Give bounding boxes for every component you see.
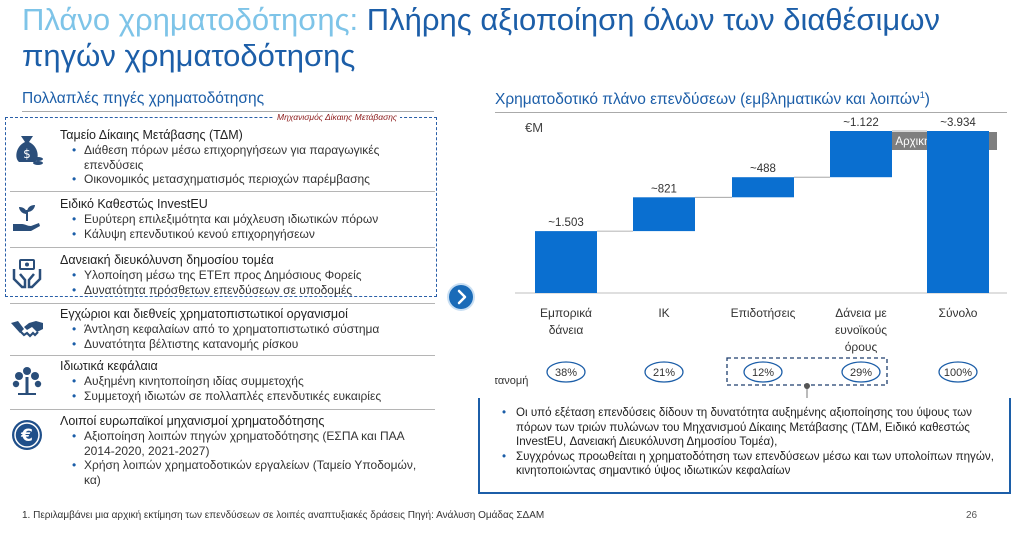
source-title: Δανειακή διευκόλυνση δημοσίου τομέα [60, 253, 274, 267]
source-title: Λοιποί ευρωπαϊκοί μηχανισμοί χρηματοδότη… [60, 414, 325, 428]
allocation-badge [644, 361, 684, 383]
bar-1 [633, 197, 695, 232]
category-label: Σύνολο [939, 306, 978, 320]
waterfall-chart: €M Αρχική Εκτίμηση ~1.503~821~488~1.122~… [495, 117, 1007, 398]
info-bullet: Συγχρόνως προωθείται η χρηματοδότηση των… [488, 450, 1001, 479]
info-bullet: Οι υπό εξέταση επενδύσεις δίδουν τη δυνα… [488, 406, 1001, 450]
allocation-badge [743, 361, 783, 383]
info-box: Οι υπό εξέταση επενδύσεις δίδουν τη δυνα… [478, 398, 1011, 494]
allocation-value: 100% [944, 367, 972, 379]
allocation-badge [546, 361, 586, 383]
source-bullet: Δυνατότητα βέλτιστης κατανομής ρίσκου [60, 337, 428, 352]
chevron-right-icon [457, 289, 467, 305]
category-label: ΙΚ [658, 306, 669, 320]
category-label: Επιδοτήσεις [731, 306, 796, 320]
footnote-marker: 1 [919, 90, 925, 100]
title-rest: Πλήρης αξιοποίηση όλων των διαθέσιμων πη… [22, 2, 940, 73]
source-bullet: Κάλυψη επενδυτικού κενού επιχορηγήσεων [60, 227, 428, 242]
left-section-heading: Πολλαπλές πηγές χρηματοδότησης [22, 90, 434, 112]
unit-label: €M [525, 120, 543, 135]
right-section-heading: Χρηματοδοτικό πλάνο επενδύσεων (εμβληματ… [495, 90, 1007, 114]
handshake-icon [11, 321, 43, 338]
right-heading-end: ) [924, 91, 930, 109]
svg-text:$: $ [23, 147, 31, 161]
source-bullet: Άντληση κεφαλαίων από το χρηματοπιστωτικ… [60, 322, 428, 337]
bar-2 [732, 177, 794, 198]
bar-3 [830, 131, 892, 178]
divider [10, 355, 435, 356]
allocation-label-line2: κατανομή [495, 375, 528, 387]
money-bag-icon: $ [16, 136, 43, 165]
allocation-badge [938, 361, 978, 383]
value-label: ~821 [651, 183, 677, 195]
source-bullet: Υλοποίηση μέσω της ΕΤΕπ προς Δημόσιους Φ… [60, 268, 428, 283]
value-label: ~3.934 [940, 117, 976, 129]
source-bullet: Ευρύτερη επιλεξιμότητα και μόχλευση ιδιω… [60, 212, 428, 227]
source-title: Ιδιωτικά κεφάλαια [60, 359, 158, 373]
category-label: Δάνεια με ευνοϊκούς όρους [835, 306, 887, 354]
source-bullet: Δυνατότητα πρόσθετων επενδύσεων σε υποδο… [60, 283, 428, 298]
tree-icon [12, 367, 42, 395]
category-label: Εμπορικά δάνεια [540, 306, 592, 337]
page-number: 26 [966, 510, 978, 521]
divider [10, 409, 435, 410]
hands-money-icon [12, 259, 42, 289]
divider [10, 247, 435, 248]
allocation-badge [841, 361, 881, 383]
euro-icon: € [12, 420, 42, 450]
callout-dot [804, 383, 810, 389]
right-heading-text: Χρηματοδοτικό πλάνο επενδύσεων (εμβληματ… [495, 91, 920, 109]
hand-plant-icon [13, 205, 40, 231]
title-accent: Πλάνο χρηματοδότησης: [22, 2, 359, 37]
allocation-value: 38% [555, 367, 577, 379]
footnote: 1. Περιλαμβάνει μια αρχική εκτίμηση των … [22, 510, 545, 521]
allocation-value: 21% [653, 367, 675, 379]
source-bullet: Οικονομικός μετασχηματισμός περιοχών παρ… [60, 172, 428, 187]
page-title: Πλάνο χρηματοδότησης: Πλήρης αξιοποίηση … [22, 2, 1002, 74]
value-label: ~1.122 [843, 117, 879, 129]
bar-0 [535, 231, 597, 293]
source-bullet: Χρήση λοιπών χρηματοδοτικών εργαλείων (Τ… [60, 458, 428, 487]
divider [10, 303, 435, 304]
source-title: Εγχώριοι και διεθνείς χρηματοπιστωτικοί … [60, 307, 348, 321]
next-arrow-button[interactable] [449, 285, 473, 309]
value-label: ~488 [750, 163, 776, 175]
source-bullet: Αυξημένη κινητοποίηση ιδίας συμμετοχής [60, 374, 428, 389]
svg-text:€: € [20, 426, 33, 446]
divider [10, 191, 435, 192]
source-bullet: Διάθεση πόρων μέσω επιχορηγήσεων για παρ… [60, 143, 428, 172]
source-bullet: Συμμετοχή ιδιωτών σε πολλαπλές επενδυτικ… [60, 389, 428, 404]
source-title: Ειδικό Καθεστώς InvestEU [60, 197, 208, 211]
bar-4 [927, 131, 989, 293]
allocation-value: 12% [752, 367, 774, 379]
value-label: ~1.503 [548, 217, 584, 229]
mechanism-label: Μηχανισμός Δίκαιης Μετάβασης [274, 112, 401, 122]
source-bullet: Αξιοποίηση λοιπών πηγών χρηματοδότησης (… [60, 429, 428, 458]
allocation-value: 29% [850, 367, 872, 379]
source-title: Ταμείο Δίκαιης Μετάβασης (ΤΔΜ) [60, 128, 243, 142]
